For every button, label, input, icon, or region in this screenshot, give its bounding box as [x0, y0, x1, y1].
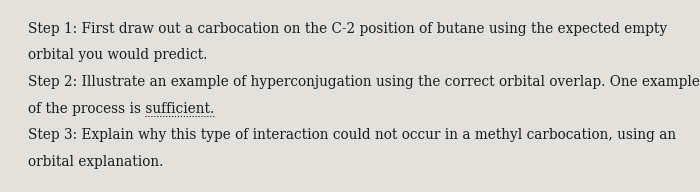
Text: orbital explanation.: orbital explanation. [28, 155, 163, 169]
Text: Step 2: Illustrate an example of hyperconjugation using the correct orbital over: Step 2: Illustrate an example of hyperco… [28, 75, 700, 89]
Text: of the process is sufficient.: of the process is sufficient. [28, 102, 214, 116]
Text: Step 1: First draw out a carbocation on the C-2 position of butane using the exp: Step 1: First draw out a carbocation on … [28, 22, 667, 36]
Text: orbital you would predict.: orbital you would predict. [28, 49, 207, 63]
Text: Step 3: Explain why this type of interaction could not occur in a methyl carboca: Step 3: Explain why this type of interac… [28, 128, 676, 142]
